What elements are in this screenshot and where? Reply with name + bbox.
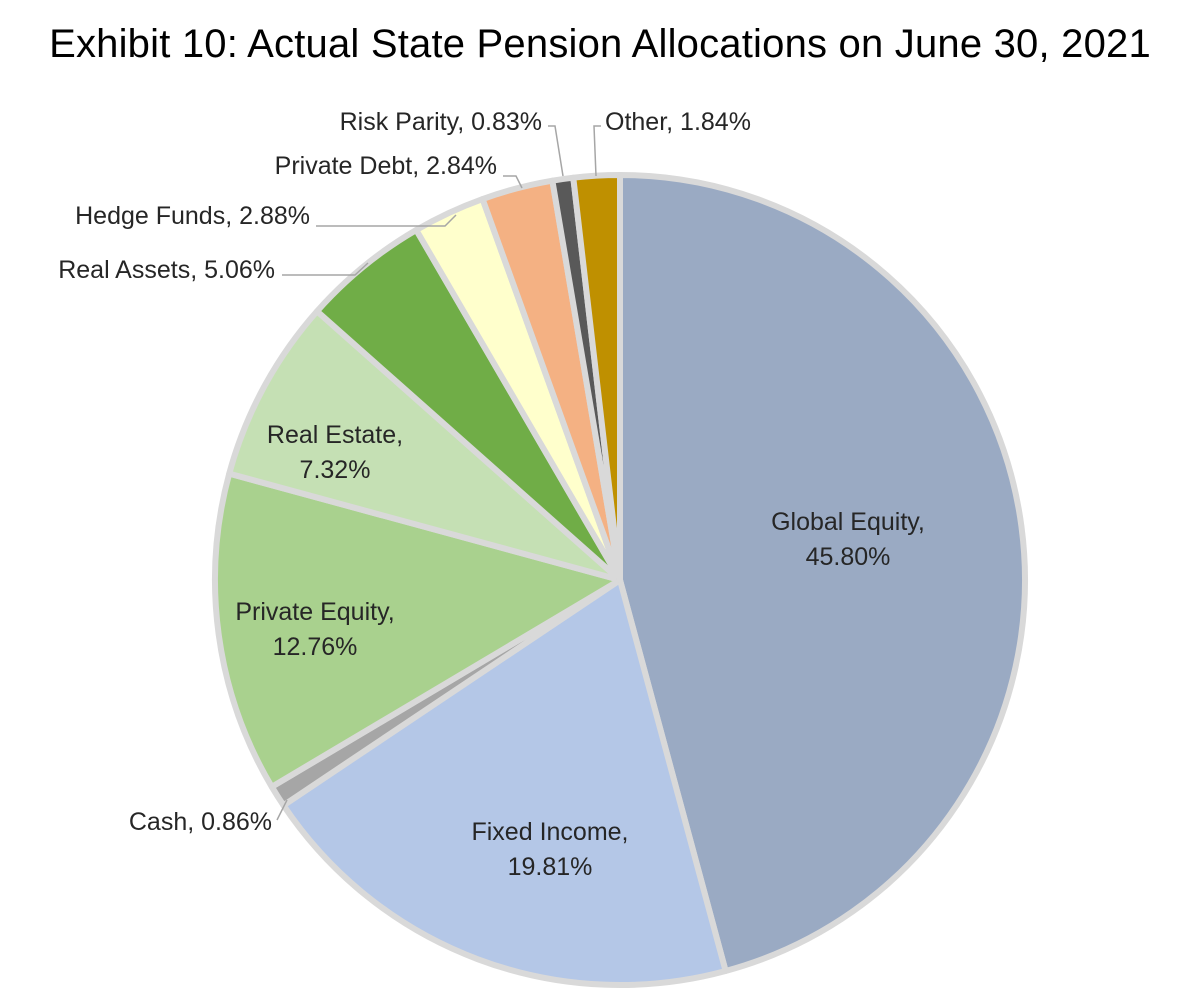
pie-slice-real-estate <box>226 308 623 583</box>
data-label-hedge-funds: Hedge Funds, 2.88% <box>75 202 310 230</box>
data-label-private-debt: Private Debt, 2.84% <box>275 152 497 180</box>
data-label-global-equity: Global Equity, 45.80% <box>771 508 925 571</box>
chart-title: Exhibit 10: Actual State Pension Allocat… <box>49 22 1151 66</box>
data-label-other: Other, 1.84% <box>605 108 751 136</box>
leader-line-real-assets <box>282 262 369 276</box>
leader-line-hedge-funds <box>316 214 457 227</box>
pie-slice-private-equity <box>212 470 623 790</box>
data-label-real-estate: Real Estate, 7.32% <box>267 421 403 484</box>
data-label-risk-parity: Risk Parity, 0.83% <box>340 108 542 136</box>
data-label-cash: Cash, 0.86% <box>129 808 272 836</box>
leader-line-other <box>593 125 601 177</box>
leader-line-risk-parity <box>548 125 564 177</box>
pie-slice-fixed-income <box>280 577 729 988</box>
pie-slice-global-equity <box>617 172 1028 974</box>
leader-line-cash <box>276 799 288 821</box>
leader-line-private-debt <box>503 175 523 189</box>
data-label-fixed-income: Fixed Income, 19.81% <box>471 818 628 881</box>
data-label-private-equity: Private Equity, 12.76% <box>235 598 394 661</box>
data-label-real-assets: Real Assets, 5.06% <box>58 256 275 284</box>
